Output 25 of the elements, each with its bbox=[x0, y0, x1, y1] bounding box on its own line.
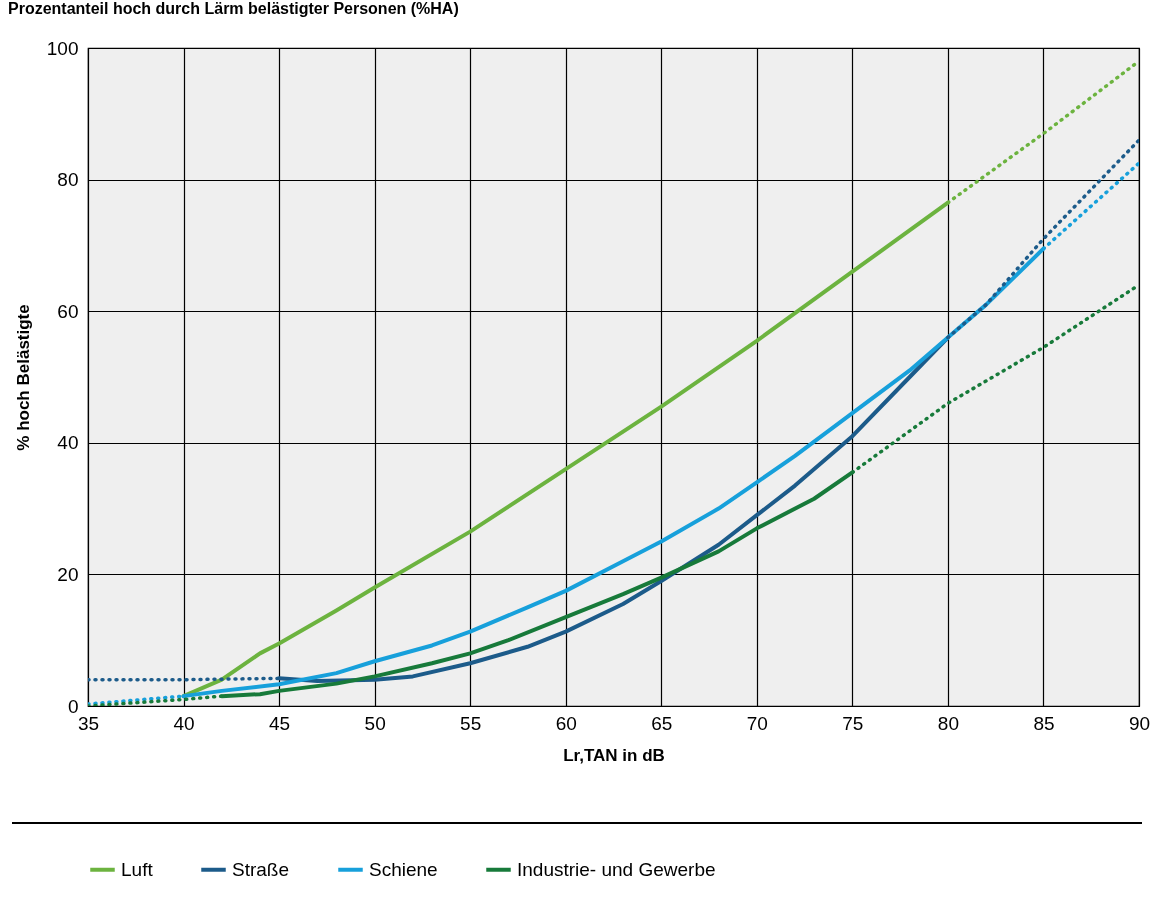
y-tick-label: 40 bbox=[57, 432, 79, 454]
x-tick-label: 75 bbox=[842, 712, 864, 734]
chart-title: Prozentanteil hoch durch Lärm belästigter Personen (%HA) bbox=[8, 0, 459, 17]
x-tick-label: 55 bbox=[460, 712, 482, 734]
x-tick-label: 70 bbox=[746, 712, 768, 734]
x-tick-label: 90 bbox=[1128, 712, 1151, 734]
legend-label: Industrie- und Gewerbe bbox=[517, 858, 716, 880]
legend-label: Straße bbox=[232, 858, 290, 880]
x-tick-label: 40 bbox=[173, 712, 195, 734]
x-tick-label: 60 bbox=[555, 712, 577, 734]
y-tick-label: 0 bbox=[67, 695, 79, 717]
y-tick-label: 80 bbox=[57, 169, 79, 191]
y-tick-label: 60 bbox=[57, 300, 79, 322]
x-tick-label: 85 bbox=[1033, 712, 1055, 734]
legend-label: Luft bbox=[121, 858, 154, 880]
x-axis-title: Lr,TAN in dB bbox=[563, 745, 665, 765]
x-tick-label: 35 bbox=[77, 712, 100, 734]
y-tick-label: 100 bbox=[46, 37, 79, 59]
y-tick-label: 20 bbox=[57, 563, 79, 585]
x-tick-label: 65 bbox=[651, 712, 673, 734]
x-tick-label: 45 bbox=[269, 712, 291, 734]
legend-label: Schiene bbox=[369, 858, 438, 880]
y-axis-title: % hoch Belästigte bbox=[13, 304, 33, 451]
x-tick-label: 80 bbox=[937, 712, 959, 734]
x-tick-label: 50 bbox=[364, 712, 386, 734]
